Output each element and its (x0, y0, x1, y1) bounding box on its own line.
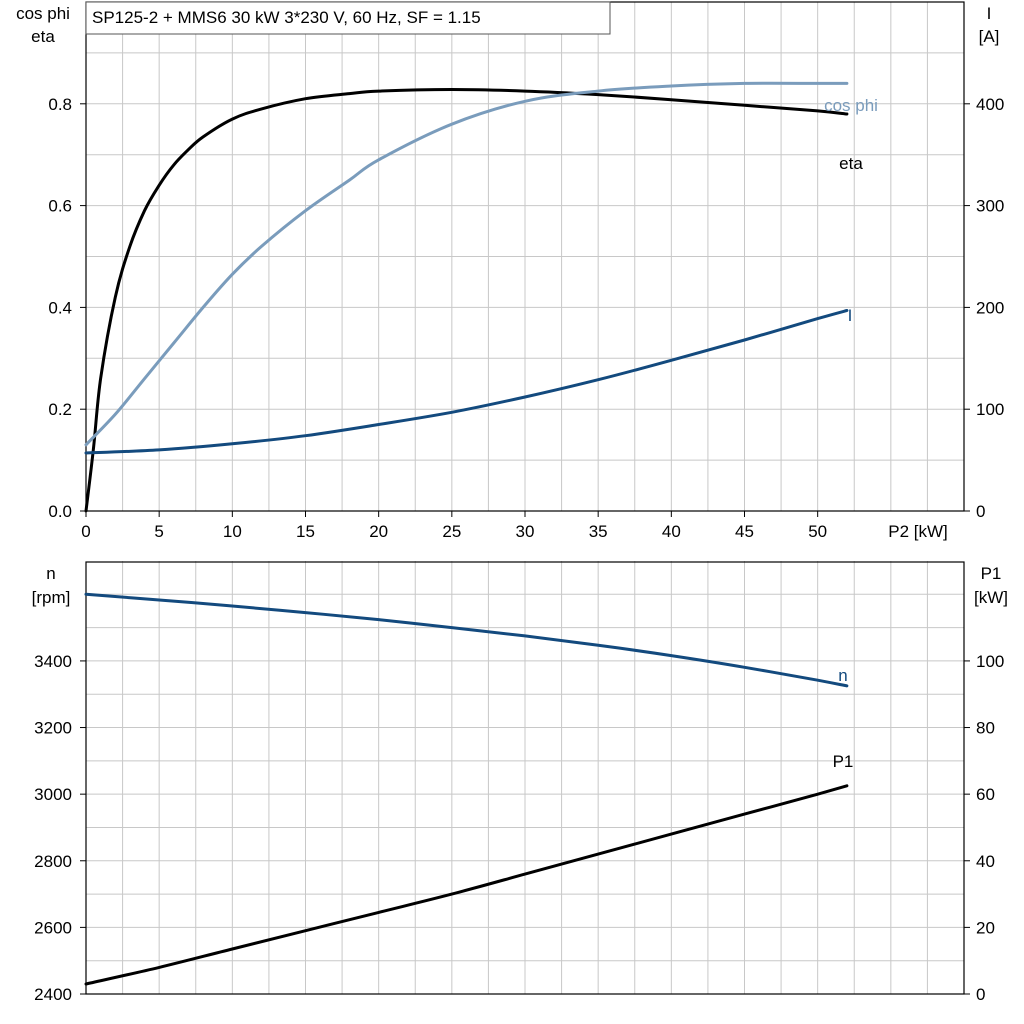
x-tick-label: 5 (154, 522, 163, 541)
y-left-tick-label: 2400 (34, 985, 72, 1004)
series-line-n (84, 592, 849, 688)
series-label-n: n (838, 666, 847, 685)
x-tick-label: 30 (516, 522, 535, 541)
top-panel-curves (84, 81, 849, 513)
chart-title: SP125-2 + MMS6 30 kW 3*230 V, 60 Hz, SF … (92, 8, 481, 27)
y-left-tick-label: 3000 (34, 785, 72, 804)
series-label-p1: P1 (833, 752, 854, 771)
left-axis-label-eta: eta (31, 27, 55, 46)
bottom-panel-grid (86, 561, 964, 994)
series-line-i (84, 309, 849, 455)
right-axis-label-i: I (987, 4, 992, 23)
x-tick-label: 45 (735, 522, 754, 541)
x-tick-label: 35 (589, 522, 608, 541)
y-right-tick-label: 100 (976, 400, 1004, 419)
y-left-tick-label: 0.4 (48, 298, 72, 317)
y-left-tick-label: 2600 (34, 918, 72, 937)
x-tick-label: 15 (296, 522, 315, 541)
y-left-tick-label: 0.6 (48, 197, 72, 216)
bottom-panel-ticks: 2400 2600 2800 3000 3200 3400 0 20 40 60 80 100 (34, 652, 1004, 1004)
y-left-tick-label: 3400 (34, 652, 72, 671)
x-tick-label: 40 (662, 522, 681, 541)
y-right-tick-label: 300 (976, 197, 1004, 216)
bottom-panel-frame (85, 561, 965, 995)
left-axis-label-n: n (46, 564, 55, 583)
series-line-p1 (84, 784, 849, 986)
x-axis-label: P2 [kW] (888, 522, 948, 541)
right-axis-label-kw: [kW] (974, 588, 1008, 607)
x-tick-label: 25 (442, 522, 461, 541)
y-right-tick-label: 100 (976, 652, 1004, 671)
series-label-cos-phi: cos phi (824, 96, 878, 115)
y-right-tick-label: 0 (976, 502, 985, 521)
bottom-panel-curves (84, 592, 849, 986)
top-panel-ticks: 0 5 10 15 20 25 30 35 40 45 50 0.0 0.2 0.4 0.6 0.8 0 100 2… (48, 95, 1004, 541)
y-left-tick-label: 0.0 (48, 502, 72, 521)
series-label-eta: eta (839, 154, 863, 173)
top-panel-grid (86, 2, 964, 511)
x-tick-label: 50 (808, 522, 827, 541)
series-line-eta (84, 88, 849, 513)
x-tick-label: 0 (81, 522, 90, 541)
y-left-tick-label: 0.8 (48, 95, 72, 114)
chart-title-box (85, 1, 611, 35)
right-axis-label-p1: P1 (981, 564, 1002, 583)
y-right-tick-label: 400 (976, 95, 1004, 114)
y-right-tick-label: 20 (976, 918, 995, 937)
x-tick-label: 10 (223, 522, 242, 541)
y-right-tick-label: 40 (976, 852, 995, 871)
y-right-tick-label: 200 (976, 298, 1004, 317)
right-axis-label-amps: [A] (979, 27, 1000, 46)
y-left-tick-label: 2800 (34, 852, 72, 871)
series-line-cos-phi (84, 81, 849, 447)
left-axis-label-cosphi: cos phi (16, 4, 70, 23)
x-tick-label: 20 (369, 522, 388, 541)
left-axis-label-rpm: [rpm] (32, 588, 71, 607)
y-right-tick-label: 60 (976, 785, 995, 804)
y-right-tick-label: 0 (976, 985, 985, 1004)
y-left-tick-label: 0.2 (48, 400, 72, 419)
y-left-tick-label: 3200 (34, 719, 72, 738)
y-right-tick-label: 80 (976, 719, 995, 738)
series-label-i: I (848, 306, 853, 325)
